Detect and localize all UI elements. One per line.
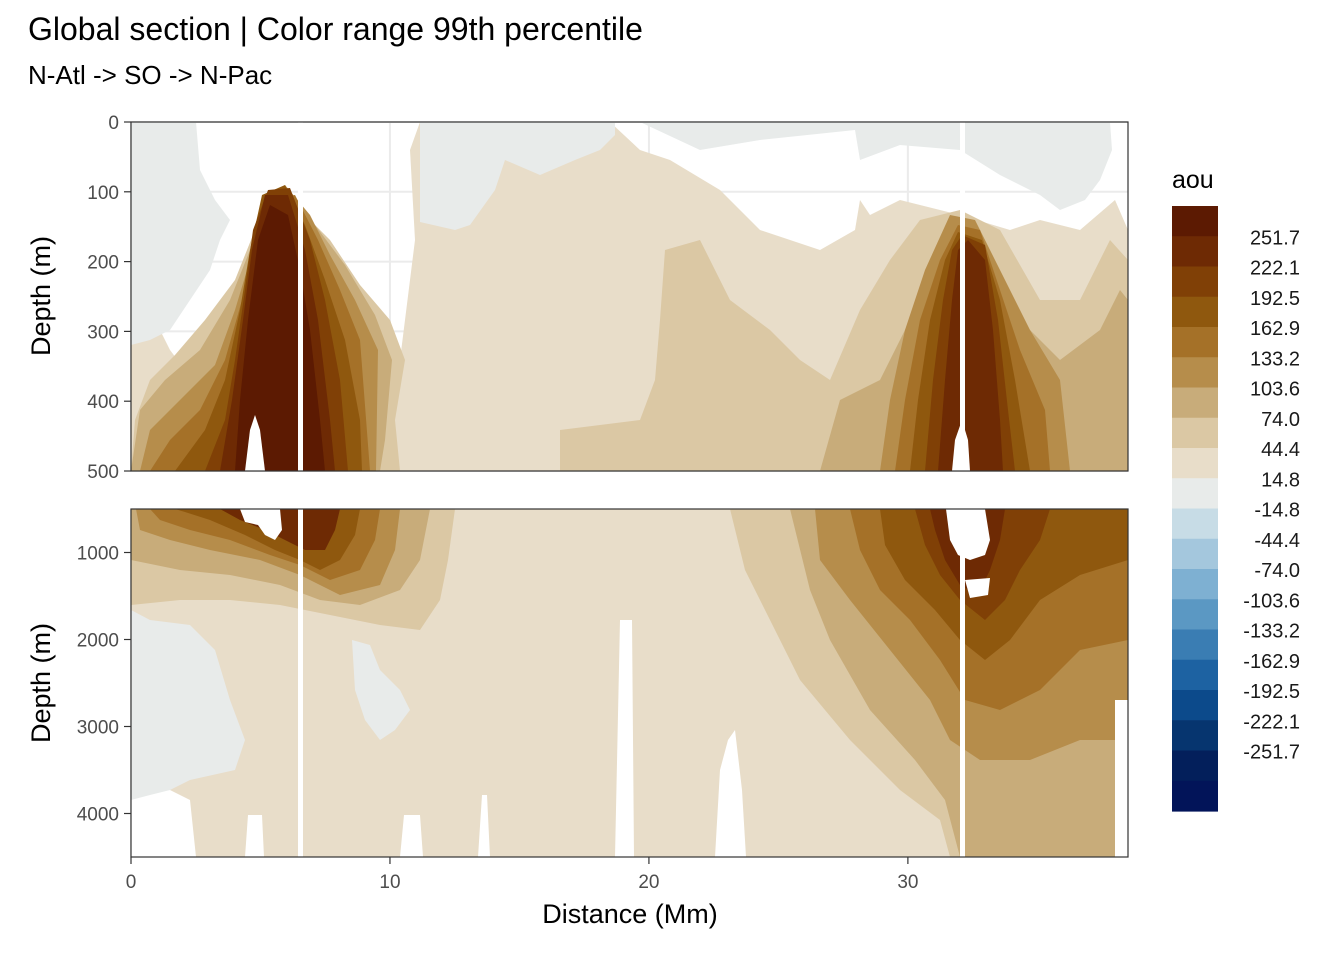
legend-color-key bbox=[1172, 720, 1218, 752]
lower-panel-field bbox=[131, 509, 1128, 857]
legend-color-key bbox=[1172, 387, 1218, 419]
legend-label: -192.5 bbox=[1243, 681, 1300, 703]
lower-field-right-hole-2 bbox=[965, 578, 990, 598]
legend-label: 14.8 bbox=[1261, 469, 1300, 491]
legend-color-key bbox=[1172, 206, 1218, 237]
legend-label: -74.0 bbox=[1254, 560, 1300, 582]
lower-field-neutral-mid bbox=[352, 640, 410, 740]
legend-label: 133.2 bbox=[1250, 348, 1300, 370]
legend-color-key bbox=[1172, 508, 1218, 540]
y-tick-label: 2000 bbox=[77, 631, 119, 652]
legend-label: 192.5 bbox=[1250, 288, 1300, 310]
lower-gap-right bbox=[960, 509, 965, 857]
legend-label: -162.9 bbox=[1243, 651, 1300, 673]
legend-color-key bbox=[1172, 659, 1218, 691]
upper-panel bbox=[130, 121, 1129, 472]
legend-color-key bbox=[1172, 417, 1218, 449]
legend-color-key bbox=[1172, 690, 1218, 721]
lower-field-left-holes bbox=[240, 509, 282, 540]
x-tick-label: 30 bbox=[897, 872, 918, 893]
upper-panel-field bbox=[131, 122, 1128, 471]
legend-label: -14.8 bbox=[1254, 500, 1300, 522]
y-tick-label: 0 bbox=[108, 113, 119, 134]
y-tick-label: 500 bbox=[87, 462, 119, 483]
upper-field-neutral-left bbox=[131, 122, 230, 345]
y-tick-label: 400 bbox=[87, 392, 119, 413]
legend-label: 44.4 bbox=[1261, 439, 1300, 461]
lower-field-white-bottom bbox=[131, 790, 196, 857]
x-tick-label: 10 bbox=[379, 872, 400, 893]
y-tick-label: 4000 bbox=[77, 805, 119, 826]
lower-field-neutral-left bbox=[131, 610, 245, 810]
legend-color-key bbox=[1172, 750, 1218, 782]
y-tick-label: 1000 bbox=[77, 544, 119, 565]
legend-title: aou bbox=[1172, 166, 1214, 194]
chart-title: Global section | Color range 99th percen… bbox=[28, 11, 643, 47]
legend-color-key bbox=[1172, 569, 1218, 600]
y-tick-label: 300 bbox=[87, 322, 119, 343]
x-tick-label: 20 bbox=[638, 872, 659, 893]
y-axis-upper: 0 100 200 300 400 500 bbox=[87, 113, 131, 483]
legend-color-key bbox=[1172, 780, 1218, 812]
upper-left-core-hole bbox=[245, 415, 265, 471]
legend-label: -103.6 bbox=[1243, 590, 1300, 612]
legend-label: -133.2 bbox=[1243, 621, 1300, 643]
legend-label: -222.1 bbox=[1243, 711, 1300, 733]
upper-gap-right bbox=[960, 122, 965, 471]
upper-gap-left bbox=[298, 122, 303, 471]
upper-field-neutral-center bbox=[420, 122, 615, 230]
legend-color-key bbox=[1172, 327, 1218, 358]
legend-label: -44.4 bbox=[1254, 530, 1300, 552]
y-axis-title-upper: Depth (m) bbox=[26, 236, 56, 356]
legend-color-key bbox=[1172, 296, 1218, 328]
legend-color-key bbox=[1172, 478, 1218, 510]
legend-label: 162.9 bbox=[1250, 318, 1300, 340]
legend-label: 103.6 bbox=[1250, 379, 1300, 401]
legend-color-key bbox=[1172, 599, 1218, 631]
legend-color-key bbox=[1172, 538, 1218, 570]
legend-label: -251.7 bbox=[1243, 742, 1300, 764]
lower-panel-border bbox=[130, 508, 1129, 858]
legend-color-key bbox=[1172, 236, 1218, 268]
legend-color-key bbox=[1172, 357, 1218, 389]
upper-right-core-5 bbox=[938, 240, 1003, 471]
legend-label: 251.7 bbox=[1250, 227, 1300, 249]
y-axis-lower: 1000 2000 3000 4000 bbox=[77, 544, 131, 826]
legend-color-key bbox=[1172, 448, 1218, 479]
legend-label: 74.0 bbox=[1261, 409, 1300, 431]
x-tick-label: 0 bbox=[126, 872, 137, 893]
upper-panel-border bbox=[130, 121, 1129, 472]
legend: aou 251.7 222.1 192.5 162.9 133.2 103.6 74.0 44… bbox=[1172, 166, 1300, 812]
lower-field-right-holes bbox=[946, 509, 990, 560]
y-tick-label: 200 bbox=[87, 253, 119, 274]
y-axis-title-lower: Depth (m) bbox=[26, 623, 56, 743]
lower-gap-far-right bbox=[1115, 700, 1128, 857]
lower-field-bottom-gaps bbox=[245, 620, 746, 857]
upper-field-neutral-right bbox=[640, 122, 1112, 210]
y-tick-label: 3000 bbox=[77, 718, 119, 739]
x-axis: 0 10 20 30 bbox=[126, 857, 918, 893]
chart-subtitle: N-Atl -> SO -> N-Pac bbox=[28, 60, 272, 90]
legend-label: 222.1 bbox=[1250, 258, 1300, 280]
lower-panel bbox=[130, 508, 1129, 858]
legend-color-key bbox=[1172, 629, 1218, 661]
y-tick-label: 100 bbox=[87, 183, 119, 204]
lower-gap-left bbox=[298, 509, 303, 857]
legend-color-key bbox=[1172, 266, 1218, 298]
x-axis-title: Distance (Mm) bbox=[542, 899, 718, 929]
